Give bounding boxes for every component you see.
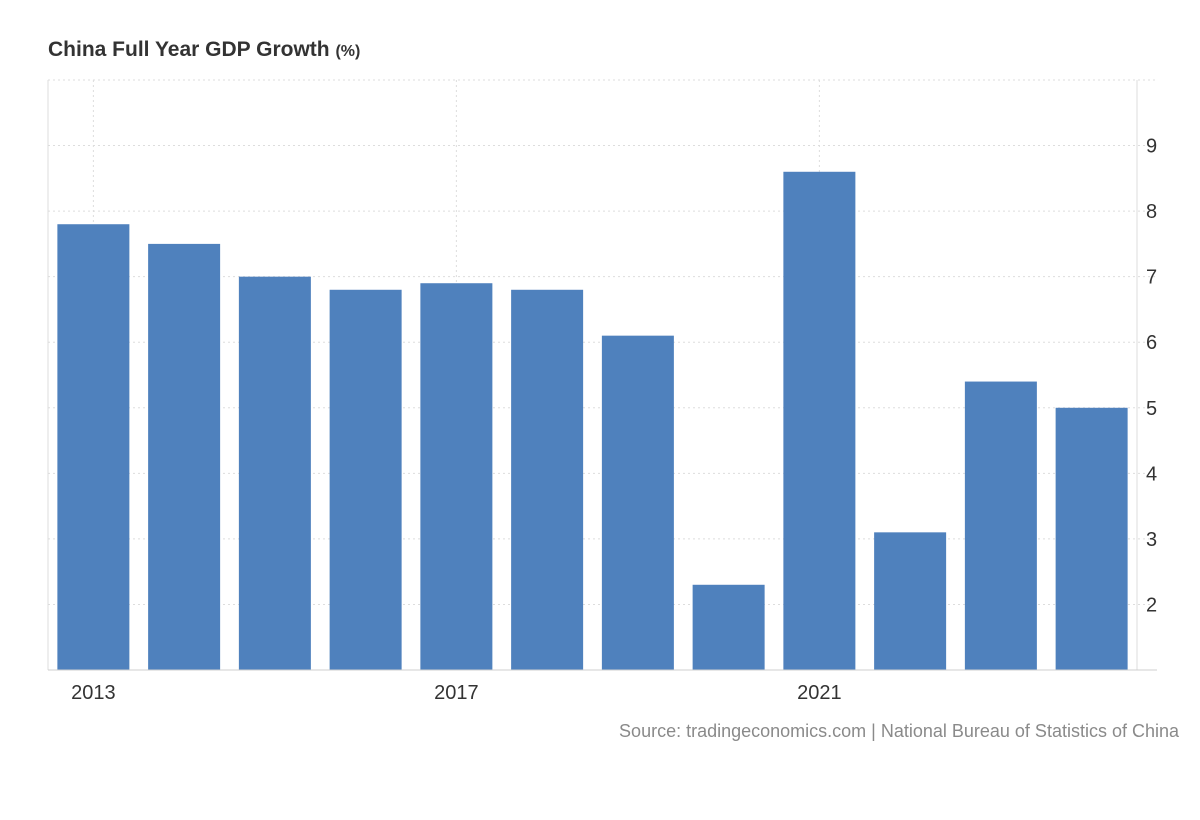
source-note: Source: tradingeconomics.com | National … [619,721,1179,741]
x-tick-label-2017: 2017 [434,682,479,704]
y-tick-label-6: 6 [1146,332,1157,354]
x-tick-label-2013: 2013 [71,682,116,704]
bar-2014 [148,243,221,670]
y-tick-label-7: 7 [1146,267,1157,289]
bar-2019 [601,335,674,670]
y-tick-label-4: 4 [1146,463,1157,485]
y-tick-label-5: 5 [1146,398,1157,420]
bar-2022 [874,532,947,670]
y-tick-label-2: 2 [1146,594,1157,616]
chart-title-unit: (%) [335,43,361,60]
bar-2017 [420,283,493,670]
y-tick-label-8: 8 [1146,201,1157,223]
bar-layer [57,171,1128,670]
bar-2021 [783,171,856,670]
bar-2018 [511,289,584,670]
axis-layer: 2 3 4 5 6 7 8 9 2013 2017 2021 [47,80,1157,704]
y-tick-label-3: 3 [1146,529,1157,551]
bar-2016 [329,289,402,670]
bar-2023 [964,381,1037,670]
bar-2020 [692,584,765,670]
x-tick-label-2021: 2021 [797,682,842,704]
bar-2015 [238,276,311,670]
chart-title: China Full Year GDP Growth (%) [48,38,360,62]
bar-2024 [1055,407,1128,670]
bar-2013 [57,224,130,670]
chart-title-text: China Full Year GDP Growth [48,38,330,61]
y-tick-label-9: 9 [1146,136,1157,158]
